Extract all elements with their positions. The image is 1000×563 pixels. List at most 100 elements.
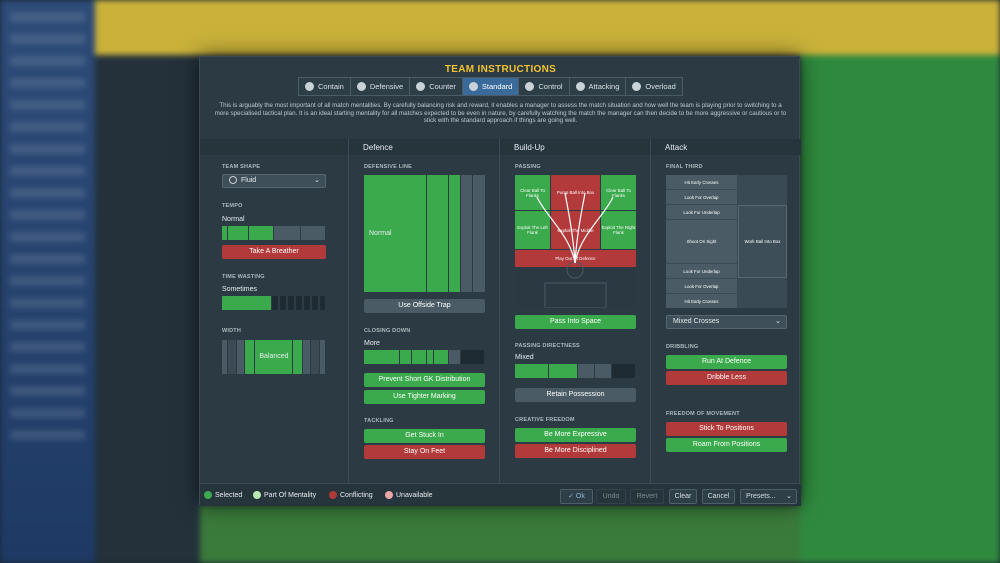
be-more-disciplined-button[interactable]: Be More Disciplined (515, 444, 636, 458)
zone-shoot-on-sight[interactable]: Shoot On Sight (666, 220, 737, 263)
dialog-title: TEAM INSTRUCTIONS (444, 64, 557, 75)
time-wasting-slider[interactable] (222, 296, 326, 310)
stay-on-feet-button[interactable]: Stay On Feet (364, 445, 485, 459)
clear-button[interactable]: Clear (669, 489, 697, 504)
defensive-line-selector[interactable]: Normal (364, 175, 485, 292)
prevent-short-gk-button[interactable]: Prevent Short GK Distribution (364, 373, 485, 387)
defensive-line-normal[interactable]: Normal (364, 175, 427, 292)
take-a-breather-button[interactable]: Take A Breather (222, 245, 326, 259)
slider-segment (426, 350, 435, 364)
stick-to-positions-button[interactable]: Stick To Positions (666, 422, 787, 436)
zone-overlap-top[interactable]: Look For Overlap (666, 190, 737, 204)
defence-header: Defence (349, 139, 499, 155)
slider-segment (301, 226, 326, 240)
get-stuck-in-button[interactable]: Get Stuck In (364, 429, 485, 443)
passing-directness-slider[interactable] (515, 364, 636, 378)
legend-conflicting: Conflicting (329, 491, 373, 499)
passing-directness-label: PASSING DIRECTNESS (515, 343, 580, 349)
zone-exploit-middle[interactable]: Exploit The Middle (551, 211, 600, 249)
selected-dot-icon (204, 491, 212, 499)
tab-overload[interactable]: Overload (626, 78, 681, 95)
width-slider[interactable] (222, 340, 326, 374)
roam-from-positions-button[interactable]: Roam From Positions (666, 438, 787, 452)
zone-underlap-top[interactable]: Look For Underlap (666, 205, 737, 219)
zone-underlap-bottom[interactable]: Look For Underlap (666, 264, 737, 278)
slider-segment (244, 340, 256, 374)
zone-exploit-left[interactable]: Exploit The Left Flank (515, 211, 550, 249)
tab-attacking[interactable]: Attacking (570, 78, 627, 95)
revert-button[interactable]: Revert (630, 489, 664, 504)
zone-pump-ball[interactable]: Pump Ball Into Box (551, 175, 600, 210)
slider-segment (255, 340, 293, 374)
mentality-description: This is arguably the most important of a… (214, 102, 787, 125)
slider-segment (249, 226, 274, 240)
zone-hit-early-bottom[interactable]: Hit Early Crosses (666, 294, 737, 308)
defensive-line-option[interactable] (472, 175, 485, 292)
defensive-line-option[interactable] (460, 175, 473, 292)
defence-column: Defence DEFENSIVE LINE Normal Use Offsid… (349, 139, 500, 489)
tab-label: Contain (318, 82, 344, 91)
run-at-defence-button[interactable]: Run At Defence (666, 355, 787, 369)
presets-dropdown[interactable]: Presets... ⌄ (740, 489, 797, 504)
tab-standard[interactable]: Standard (462, 78, 520, 95)
buildup-header: Build-Up (500, 139, 650, 155)
tab-label: Overload (645, 82, 676, 91)
creative-freedom-label: CREATIVE FREEDOM (515, 417, 575, 423)
attack-column: Attack FINAL THIRD Hit Early Crosses Loo… (651, 139, 801, 489)
closing-down-slider[interactable] (364, 350, 485, 364)
tab-control[interactable]: Control (519, 78, 570, 95)
legend-selected: Selected (204, 491, 242, 499)
chevron-down-icon: ⌄ (786, 493, 792, 500)
instruction-columns: TEAM SHAPE Fluid ⌄ TEMPO Normal Take A Br… (200, 139, 801, 489)
slider-segment (434, 350, 449, 364)
slider-segment (319, 340, 326, 374)
slider-segment (222, 296, 272, 310)
conflicting-dot-icon (329, 491, 337, 499)
zone-clear-right[interactable]: Clear Ball To Flanks (601, 175, 636, 210)
dialog-footer: Selected Part Of Mentality Conflicting U… (200, 483, 801, 506)
mentality-dot-icon (253, 491, 261, 499)
defensive-line-much-higher[interactable] (448, 175, 461, 292)
slider-segment (236, 340, 245, 374)
slider-segment (222, 340, 229, 374)
ok-button[interactable]: ✓ Ok (560, 489, 593, 504)
undo-button[interactable]: Undo (596, 489, 626, 504)
zone-hit-early-top[interactable]: Hit Early Crosses (666, 175, 737, 189)
tab-contain[interactable]: Contain (299, 78, 351, 95)
tempo-slider[interactable] (222, 226, 326, 240)
width-label: WIDTH (222, 328, 242, 334)
attack-header: Attack (651, 139, 801, 155)
team-instructions-dialog: TEAM INSTRUCTIONS Contain Defensive Coun… (199, 56, 801, 506)
offside-trap-button[interactable]: Use Offside Trap (364, 299, 485, 313)
tempo-label: TEMPO (222, 203, 243, 209)
zone-clear-left[interactable]: Clear Ball To Flanks (515, 175, 550, 210)
zone-overlap-bottom[interactable]: Look For Overlap (666, 279, 737, 293)
slider-segment (228, 226, 250, 240)
tab-counter[interactable]: Counter (410, 78, 463, 95)
tighter-marking-button[interactable]: Use Tighter Marking (364, 390, 485, 404)
general-column: TEAM SHAPE Fluid ⌄ TEMPO Normal Take A Br… (200, 139, 349, 489)
legend-label: Selected (215, 491, 243, 499)
passing-directness-value: Mixed (515, 354, 534, 361)
be-more-expressive-button[interactable]: Be More Expressive (515, 428, 636, 442)
pass-into-space-button[interactable]: Pass Into Space (515, 315, 636, 329)
defensive-line-higher[interactable] (426, 175, 449, 292)
zone-exploit-right[interactable]: Exploit The Right Flank (601, 211, 636, 249)
retain-possession-button[interactable]: Retain Possession (515, 388, 636, 402)
slider-segment (303, 340, 312, 374)
control-icon (525, 82, 535, 91)
crosses-dropdown[interactable]: Mixed Crosses ⌄ (666, 315, 787, 329)
tab-defensive[interactable]: Defensive (351, 78, 411, 95)
team-shape-label: TEAM SHAPE (222, 164, 261, 170)
zone-work-ball[interactable]: Work Ball Into Box (738, 205, 787, 278)
dribble-less-button[interactable]: Dribble Less (666, 371, 787, 385)
legend-label: Unavailable (396, 491, 433, 499)
tab-label: Counter (429, 82, 456, 91)
tab-label: Control (538, 82, 563, 91)
slider-segment (594, 364, 612, 378)
slider-segment (515, 364, 549, 378)
cancel-button[interactable]: Cancel (702, 489, 735, 504)
pitch-lines-graphic (536, 192, 614, 308)
slider-segment (448, 350, 461, 364)
team-shape-dropdown[interactable]: Fluid ⌄ (222, 174, 326, 188)
